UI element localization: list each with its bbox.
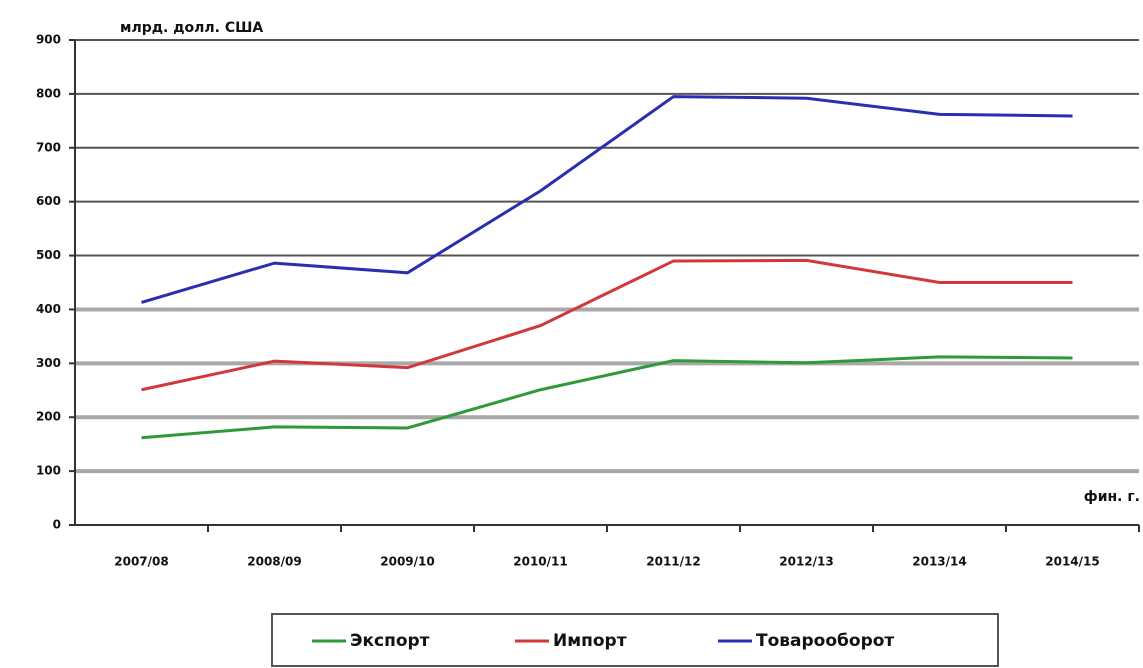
y-tick-label: 800 [36,86,61,100]
y-tick-label: 300 [36,356,61,370]
x-tick-label: 2012/13 [779,555,833,569]
legend-label: Товарооборот [756,631,894,651]
y-tick-label: 400 [36,302,61,316]
y-tick-label: 600 [36,194,61,208]
y-tick-label: 0 [53,518,61,532]
x-tick-label: 2008/09 [247,555,301,569]
x-tick-label: 2013/14 [912,555,966,569]
x-tick-label: 2010/11 [513,555,567,569]
y-tick-label: 200 [36,410,61,424]
x-tick-label: 2007/08 [114,555,168,569]
x-tick-label: 2009/10 [380,555,434,569]
line-series [141,95,1073,304]
legend-label: Экспорт [350,631,430,651]
y-tick-label: 700 [36,140,61,154]
legend-label: Импорт [553,631,627,651]
legend-box [271,613,999,667]
line-series [141,355,1073,440]
y-axis-label: млрд. долл. США [120,20,263,36]
y-tick-label: 500 [36,248,61,262]
legend: Экспорт Импорт Товарооборот [312,631,894,651]
y-tick-label: 900 [36,33,61,47]
x-axis-label: фин. г. [1084,489,1140,505]
y-tick-label: 100 [36,464,61,478]
line-series [141,258,1073,392]
x-tick-label: 2014/15 [1045,555,1099,569]
x-tick-label: 2011/12 [646,555,700,569]
